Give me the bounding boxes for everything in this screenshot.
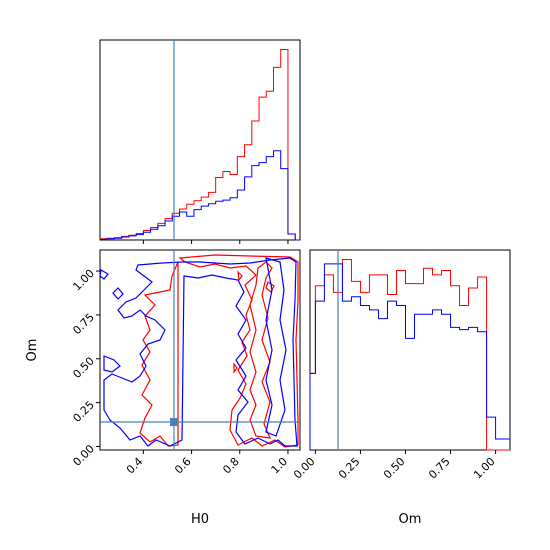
red-contour-left [139, 261, 179, 447]
h0-hist-series-red [99, 49, 300, 241]
om-hist-xtick-label: 0.50 [381, 455, 408, 482]
h0-histogram-panel [99, 39, 301, 244]
joint-xlabel: H0 [191, 512, 209, 527]
h0-hist-series-blue [99, 150, 300, 241]
om-hist-series-red [309, 259, 510, 451]
joint-ytick-label: 0.50 [70, 355, 97, 382]
joint-truth-marker [170, 418, 178, 426]
red-contours [139, 254, 299, 448]
joint-frame [99, 249, 301, 451]
joint-ytick-label: 0.25 [70, 398, 97, 425]
joint-ylabel: Om [25, 339, 40, 362]
joint-ytick-label: 0.00 [70, 442, 97, 469]
om-xlabel: Om [399, 512, 422, 527]
h0-hist-frame [99, 39, 301, 241]
om-hist-frame [309, 249, 511, 451]
om-hist-xtick-label: 0.25 [336, 455, 363, 482]
joint-ytick-label: 1.00 [70, 267, 97, 294]
blue-contour-left-inner [103, 355, 121, 373]
joint-xtick-label: 0.8 [220, 455, 242, 477]
blue-contour-small-1 [112, 287, 124, 300]
red-contour-inner-3 [233, 362, 238, 374]
joint-xtick-label: 1.0 [269, 455, 291, 477]
joint-xtick-label: 0.4 [124, 455, 146, 477]
om-histogram-panel: 0.00 0.25 0.50 0.75 1.00 Om [291, 249, 511, 527]
blue-contour-outer [103, 257, 298, 447]
red-contour-right-inner [249, 261, 273, 439]
joint-contour-panel: 0.4 0.6 0.8 1.0 0.00 0.25 0.50 0.75 1.00 H0 Om [25, 249, 301, 527]
red-contour-outer [178, 254, 299, 448]
blue-contours [99, 257, 298, 447]
blue-contour-small-2 [99, 269, 109, 280]
blue-contour-right [265, 257, 287, 437]
red-contour-inner-1 [265, 281, 275, 293]
om-hist-xtick-label: 1.00 [471, 455, 498, 482]
om-hist-xtick-label: 0.00 [291, 455, 318, 482]
om-hist-series-blue [309, 263, 510, 450]
red-contour-inner-2 [237, 270, 243, 282]
om-hist-xtick-label: 0.75 [426, 455, 453, 482]
joint-xtick-label: 0.6 [172, 455, 194, 477]
joint-ytick-label: 0.75 [70, 311, 97, 338]
